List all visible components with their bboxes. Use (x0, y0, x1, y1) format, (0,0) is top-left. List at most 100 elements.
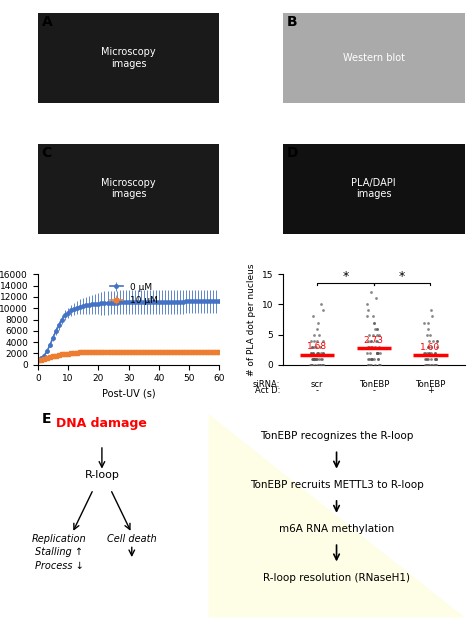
Point (424, 318, 431, 328)
Point (367, 360, 375, 370)
Point (319, 360, 327, 370)
Point (421, 353, 429, 364)
Point (421, 360, 428, 370)
Point (311, 353, 319, 364)
Point (432, 348, 439, 358)
Polygon shape (209, 414, 465, 617)
Point (308, 341, 316, 351)
Point (310, 335, 318, 346)
Point (374, 353, 382, 364)
Point (370, 318, 377, 328)
Text: m6A RNA methylation: m6A RNA methylation (279, 524, 394, 534)
Point (314, 353, 321, 364)
Text: TonEBP recruits METTL3 to R-loop: TonEBP recruits METTL3 to R-loop (250, 480, 423, 489)
Point (318, 348, 325, 358)
Text: R-loop resolution (RNaseH1): R-loop resolution (RNaseH1) (263, 573, 410, 583)
Y-axis label: # of PLA dot per nucleus: # of PLA dot per nucleus (247, 263, 256, 376)
Point (307, 335, 314, 346)
Point (423, 360, 430, 370)
Point (316, 360, 324, 370)
Point (433, 335, 440, 346)
Point (372, 293, 379, 304)
Point (314, 318, 321, 328)
Point (319, 360, 327, 370)
Point (425, 341, 432, 351)
Point (424, 353, 432, 364)
Point (424, 360, 431, 370)
Point (319, 348, 327, 358)
Point (319, 305, 327, 316)
Point (364, 353, 372, 364)
Point (370, 318, 378, 328)
Point (310, 330, 318, 340)
Text: +: + (427, 386, 434, 395)
Point (308, 341, 315, 351)
Point (313, 353, 320, 364)
Point (368, 341, 375, 351)
Point (371, 353, 378, 364)
Point (366, 348, 374, 358)
Point (315, 348, 322, 358)
Text: A: A (42, 15, 52, 29)
Point (431, 360, 438, 370)
Point (422, 360, 429, 370)
Point (423, 353, 430, 364)
Text: TonEBP recognizes the R-loop: TonEBP recognizes the R-loop (260, 431, 413, 441)
Point (363, 348, 371, 358)
Point (432, 353, 440, 364)
Point (427, 330, 434, 340)
Point (309, 360, 316, 370)
Point (308, 353, 316, 364)
Point (364, 299, 371, 309)
Text: -: - (316, 386, 319, 395)
Point (427, 353, 435, 364)
Point (372, 335, 379, 346)
Point (429, 335, 437, 346)
Point (318, 353, 325, 364)
Text: 1.68: 1.68 (307, 343, 327, 351)
Point (369, 311, 376, 321)
Point (426, 360, 433, 370)
Point (422, 353, 430, 364)
Point (372, 341, 379, 351)
Point (310, 353, 318, 364)
Text: E: E (42, 412, 52, 426)
Point (313, 323, 321, 334)
Text: -: - (372, 386, 375, 395)
Point (371, 360, 379, 370)
Point (368, 341, 375, 351)
Point (309, 311, 317, 321)
Point (365, 305, 372, 316)
Point (307, 348, 315, 358)
Point (432, 353, 439, 364)
Point (365, 353, 373, 364)
Point (364, 341, 372, 351)
Point (421, 348, 429, 358)
Point (318, 360, 326, 370)
Point (309, 353, 317, 364)
Point (374, 323, 381, 334)
Point (427, 348, 435, 358)
Point (309, 353, 317, 364)
Text: R-loop: R-loop (84, 470, 119, 480)
Point (376, 348, 384, 358)
Point (368, 353, 375, 364)
Text: 2.73: 2.73 (364, 336, 384, 345)
Point (315, 330, 323, 340)
Point (367, 353, 374, 364)
Point (313, 348, 321, 358)
Point (373, 335, 381, 346)
Point (316, 360, 324, 370)
X-axis label: Post-UV (s): Post-UV (s) (102, 389, 155, 399)
Text: PLA/DAPI
images: PLA/DAPI images (351, 178, 396, 199)
Point (310, 353, 318, 364)
Point (423, 360, 431, 370)
Point (375, 360, 383, 370)
Point (420, 318, 428, 328)
Text: Process ↓: Process ↓ (35, 561, 83, 571)
Point (310, 353, 317, 364)
Text: 1.60: 1.60 (420, 343, 440, 352)
Point (373, 330, 381, 340)
Point (431, 353, 438, 364)
Point (432, 360, 440, 370)
